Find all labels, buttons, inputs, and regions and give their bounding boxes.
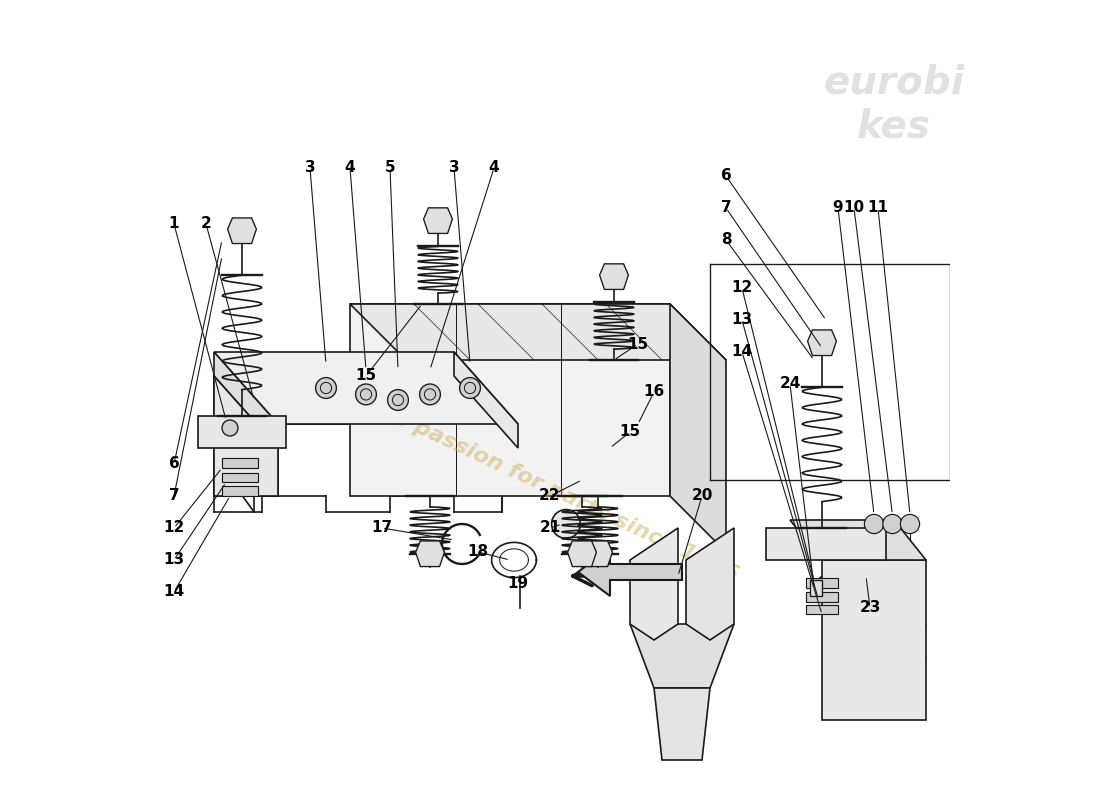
Text: 17: 17 — [372, 521, 393, 535]
Circle shape — [355, 384, 376, 405]
Polygon shape — [578, 548, 682, 596]
Circle shape — [901, 514, 920, 534]
Text: 21: 21 — [539, 521, 561, 535]
Polygon shape — [630, 624, 734, 688]
Bar — [222, 473, 258, 482]
Polygon shape — [807, 330, 836, 355]
Text: 9: 9 — [833, 201, 844, 215]
Text: 8: 8 — [720, 233, 732, 247]
Circle shape — [883, 514, 902, 534]
Text: 7: 7 — [168, 489, 179, 503]
Polygon shape — [584, 541, 613, 566]
Text: 15: 15 — [355, 369, 376, 383]
Text: 1: 1 — [168, 217, 179, 231]
Text: 15: 15 — [619, 425, 640, 439]
Text: a passion for parts since 1985: a passion for parts since 1985 — [390, 407, 741, 585]
Polygon shape — [654, 688, 710, 760]
Circle shape — [387, 390, 408, 410]
Text: 7: 7 — [720, 201, 732, 215]
Text: 19: 19 — [507, 577, 529, 591]
Polygon shape — [214, 352, 518, 424]
Polygon shape — [822, 560, 926, 720]
Bar — [806, 605, 838, 614]
Text: 11: 11 — [868, 201, 889, 215]
Text: 15: 15 — [627, 337, 649, 351]
FancyBboxPatch shape — [226, 442, 270, 464]
Polygon shape — [454, 352, 518, 448]
Text: 24: 24 — [779, 377, 801, 391]
Text: 12: 12 — [732, 281, 752, 295]
Polygon shape — [228, 218, 256, 243]
Text: 5: 5 — [385, 161, 395, 175]
Bar — [222, 458, 258, 468]
Text: 4: 4 — [344, 161, 355, 175]
Polygon shape — [416, 541, 444, 566]
Circle shape — [419, 384, 440, 405]
Polygon shape — [424, 208, 452, 234]
Circle shape — [551, 510, 581, 538]
Text: 13: 13 — [732, 313, 752, 327]
Text: 6: 6 — [168, 457, 179, 471]
Polygon shape — [630, 528, 678, 640]
Text: 10: 10 — [844, 201, 865, 215]
Circle shape — [316, 378, 337, 398]
Polygon shape — [766, 528, 886, 560]
Text: 3: 3 — [305, 161, 316, 175]
Text: 20: 20 — [691, 489, 713, 503]
Circle shape — [222, 420, 238, 436]
Bar — [806, 578, 838, 588]
Bar — [222, 486, 258, 496]
Text: 12: 12 — [164, 521, 185, 535]
Bar — [806, 592, 838, 602]
Text: 3: 3 — [449, 161, 460, 175]
Text: 14: 14 — [732, 345, 752, 359]
Text: 16: 16 — [644, 385, 664, 399]
Polygon shape — [198, 416, 286, 448]
Text: 6: 6 — [720, 169, 732, 183]
Polygon shape — [214, 376, 278, 496]
Polygon shape — [350, 304, 726, 360]
Text: 23: 23 — [859, 601, 881, 615]
Text: 13: 13 — [164, 553, 185, 567]
Text: 4: 4 — [488, 161, 499, 175]
Polygon shape — [214, 352, 278, 448]
Text: 22: 22 — [539, 489, 561, 503]
Polygon shape — [600, 264, 628, 290]
Polygon shape — [568, 541, 596, 566]
Text: 18: 18 — [468, 545, 488, 559]
Polygon shape — [670, 304, 726, 552]
Circle shape — [865, 514, 883, 534]
Text: eurobi
kes: eurobi kes — [824, 63, 965, 145]
Circle shape — [460, 378, 481, 398]
Text: 2: 2 — [200, 217, 211, 231]
Polygon shape — [790, 520, 926, 560]
Polygon shape — [686, 528, 734, 640]
Polygon shape — [214, 376, 278, 496]
Polygon shape — [350, 304, 670, 496]
Text: 14: 14 — [164, 585, 185, 599]
Bar — [810, 580, 822, 596]
